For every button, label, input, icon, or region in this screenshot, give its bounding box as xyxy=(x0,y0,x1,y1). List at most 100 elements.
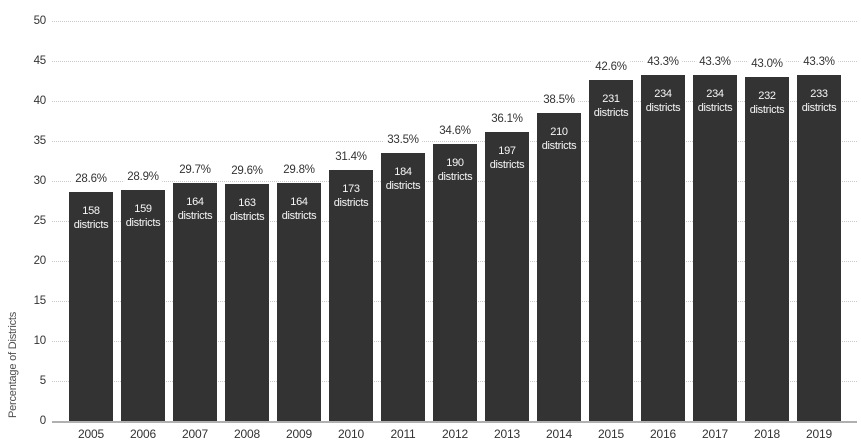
bar-district-count: 190 xyxy=(446,157,464,170)
y-tick-label: 35 xyxy=(33,135,47,147)
bar-district-suffix: districts xyxy=(697,101,733,114)
bar xyxy=(381,153,425,421)
bar-inner-label: 184 districts xyxy=(376,165,430,193)
gridline xyxy=(52,101,857,102)
bar-district-suffix: districts xyxy=(125,216,161,229)
bar xyxy=(277,182,321,421)
x-tick-label: 2014 xyxy=(546,427,572,441)
bar-value-label: 33.5% xyxy=(384,134,422,146)
bar-value-label: 29.8% xyxy=(280,163,318,176)
x-tick-label: 2019 xyxy=(806,427,832,441)
bar-district-suffix: districts xyxy=(489,159,525,172)
y-tick-label: 0 xyxy=(39,415,46,427)
bar-inner-label: 234 districts xyxy=(636,87,690,115)
bar-district-suffix: districts xyxy=(229,211,265,224)
y-axis-title: Percentage of Districts xyxy=(7,311,19,419)
bar-district-suffix: districts xyxy=(333,196,369,209)
y-tick-label: 45 xyxy=(33,55,47,67)
x-tick-label: 2018 xyxy=(754,427,780,441)
bar-value-label: 28.9% xyxy=(124,170,162,183)
bar-value-label: 29.6% xyxy=(228,165,266,178)
bar-value-label: 36.1% xyxy=(488,113,526,126)
bar-inner-label: 234 districts xyxy=(688,87,742,115)
bar-district-count: 164 xyxy=(186,196,204,209)
bar-value-label: 42.6% xyxy=(592,61,630,74)
x-tick-label: 2005 xyxy=(78,427,104,441)
bar xyxy=(589,80,633,421)
bar-value-label: 34.6% xyxy=(436,125,474,138)
bar xyxy=(485,132,529,421)
x-tick-label: 2007 xyxy=(182,427,208,441)
bar xyxy=(173,183,217,421)
bar-value-label: 43.3% xyxy=(696,55,734,68)
bar xyxy=(433,144,477,421)
y-tick-label: 15 xyxy=(33,295,47,307)
bar xyxy=(745,77,789,421)
x-tick-label: 2008 xyxy=(234,427,260,441)
bar-inner-label: 233 districts xyxy=(792,87,846,115)
bar-district-suffix: districts xyxy=(645,101,681,114)
bar-inner-label: 164 districts xyxy=(272,195,326,223)
bar-district-count: 232 xyxy=(758,90,776,102)
bar-value-label: 43.3% xyxy=(644,55,682,68)
bar-district-suffix: districts xyxy=(177,210,213,223)
y-tick-label: 40 xyxy=(33,95,47,107)
bar-district-count: 184 xyxy=(394,166,412,178)
bar-district-count: 158 xyxy=(82,205,100,218)
bar xyxy=(225,184,269,421)
bar xyxy=(329,169,373,421)
x-axis-line xyxy=(52,421,857,423)
bar-district-suffix: districts xyxy=(281,209,317,222)
x-tick-label: 2010 xyxy=(338,427,364,441)
bar-district-suffix: districts xyxy=(437,171,473,184)
bar-value-label: 29.7% xyxy=(176,164,214,177)
bar-inner-label: 232 districts xyxy=(740,89,794,117)
bar-inner-label: 173 districts xyxy=(324,182,378,210)
bar-inner-label: 159 districts xyxy=(116,202,170,230)
x-tick-label: 2006 xyxy=(130,427,156,441)
bar-district-count: 163 xyxy=(238,197,256,210)
bar-inner-label: 197 districts xyxy=(480,144,534,172)
x-tick-label: 2011 xyxy=(390,427,416,441)
bar-district-count: 164 xyxy=(290,195,308,208)
x-tick-label: 2009 xyxy=(286,427,312,441)
bar-value-label: 43.0% xyxy=(748,58,786,70)
bar-value-label: 38.5% xyxy=(540,94,578,106)
bar xyxy=(69,192,113,421)
bar-value-label: 31.4% xyxy=(332,150,370,163)
x-tick-label: 2013 xyxy=(494,427,520,441)
bar-district-suffix: districts xyxy=(73,219,109,232)
bar-district-count: 234 xyxy=(654,87,672,100)
y-tick-label: 30 xyxy=(33,175,47,187)
bar xyxy=(641,74,685,421)
y-tick-label: 25 xyxy=(33,215,47,227)
bar-district-count: 210 xyxy=(550,126,568,138)
bar-value-label: 28.6% xyxy=(72,173,110,186)
bar-inner-label: 210 districts xyxy=(532,125,586,153)
gridline xyxy=(52,141,857,142)
bar xyxy=(121,189,165,421)
y-tick-label: 50 xyxy=(33,15,47,27)
bar-value-label: 43.3% xyxy=(800,55,838,68)
bar-district-suffix: districts xyxy=(749,104,785,116)
bar-inner-label: 163 districts xyxy=(220,196,274,224)
bar xyxy=(693,74,737,421)
bar-district-count: 233 xyxy=(810,87,828,100)
bar xyxy=(537,113,581,421)
y-tick-label: 5 xyxy=(39,375,46,387)
bar-district-count: 231 xyxy=(602,93,620,106)
bar-district-suffix: districts xyxy=(801,101,837,114)
x-tick-label: 2012 xyxy=(442,427,468,441)
bar-district-suffix: districts xyxy=(593,107,629,120)
bar-inner-label: 190 districts xyxy=(428,156,482,184)
x-tick-label: 2017 xyxy=(702,427,728,441)
bar-inner-label: 164 districts xyxy=(168,195,222,223)
x-tick-label: 2015 xyxy=(598,427,624,441)
bar-district-count: 173 xyxy=(342,182,360,195)
bar xyxy=(797,74,841,421)
bar-district-count: 234 xyxy=(706,87,724,100)
y-tick-label: 20 xyxy=(33,255,47,267)
bar-inner-label: 158 districts xyxy=(64,204,118,232)
gridline xyxy=(52,21,857,22)
x-tick-label: 2016 xyxy=(650,427,676,441)
